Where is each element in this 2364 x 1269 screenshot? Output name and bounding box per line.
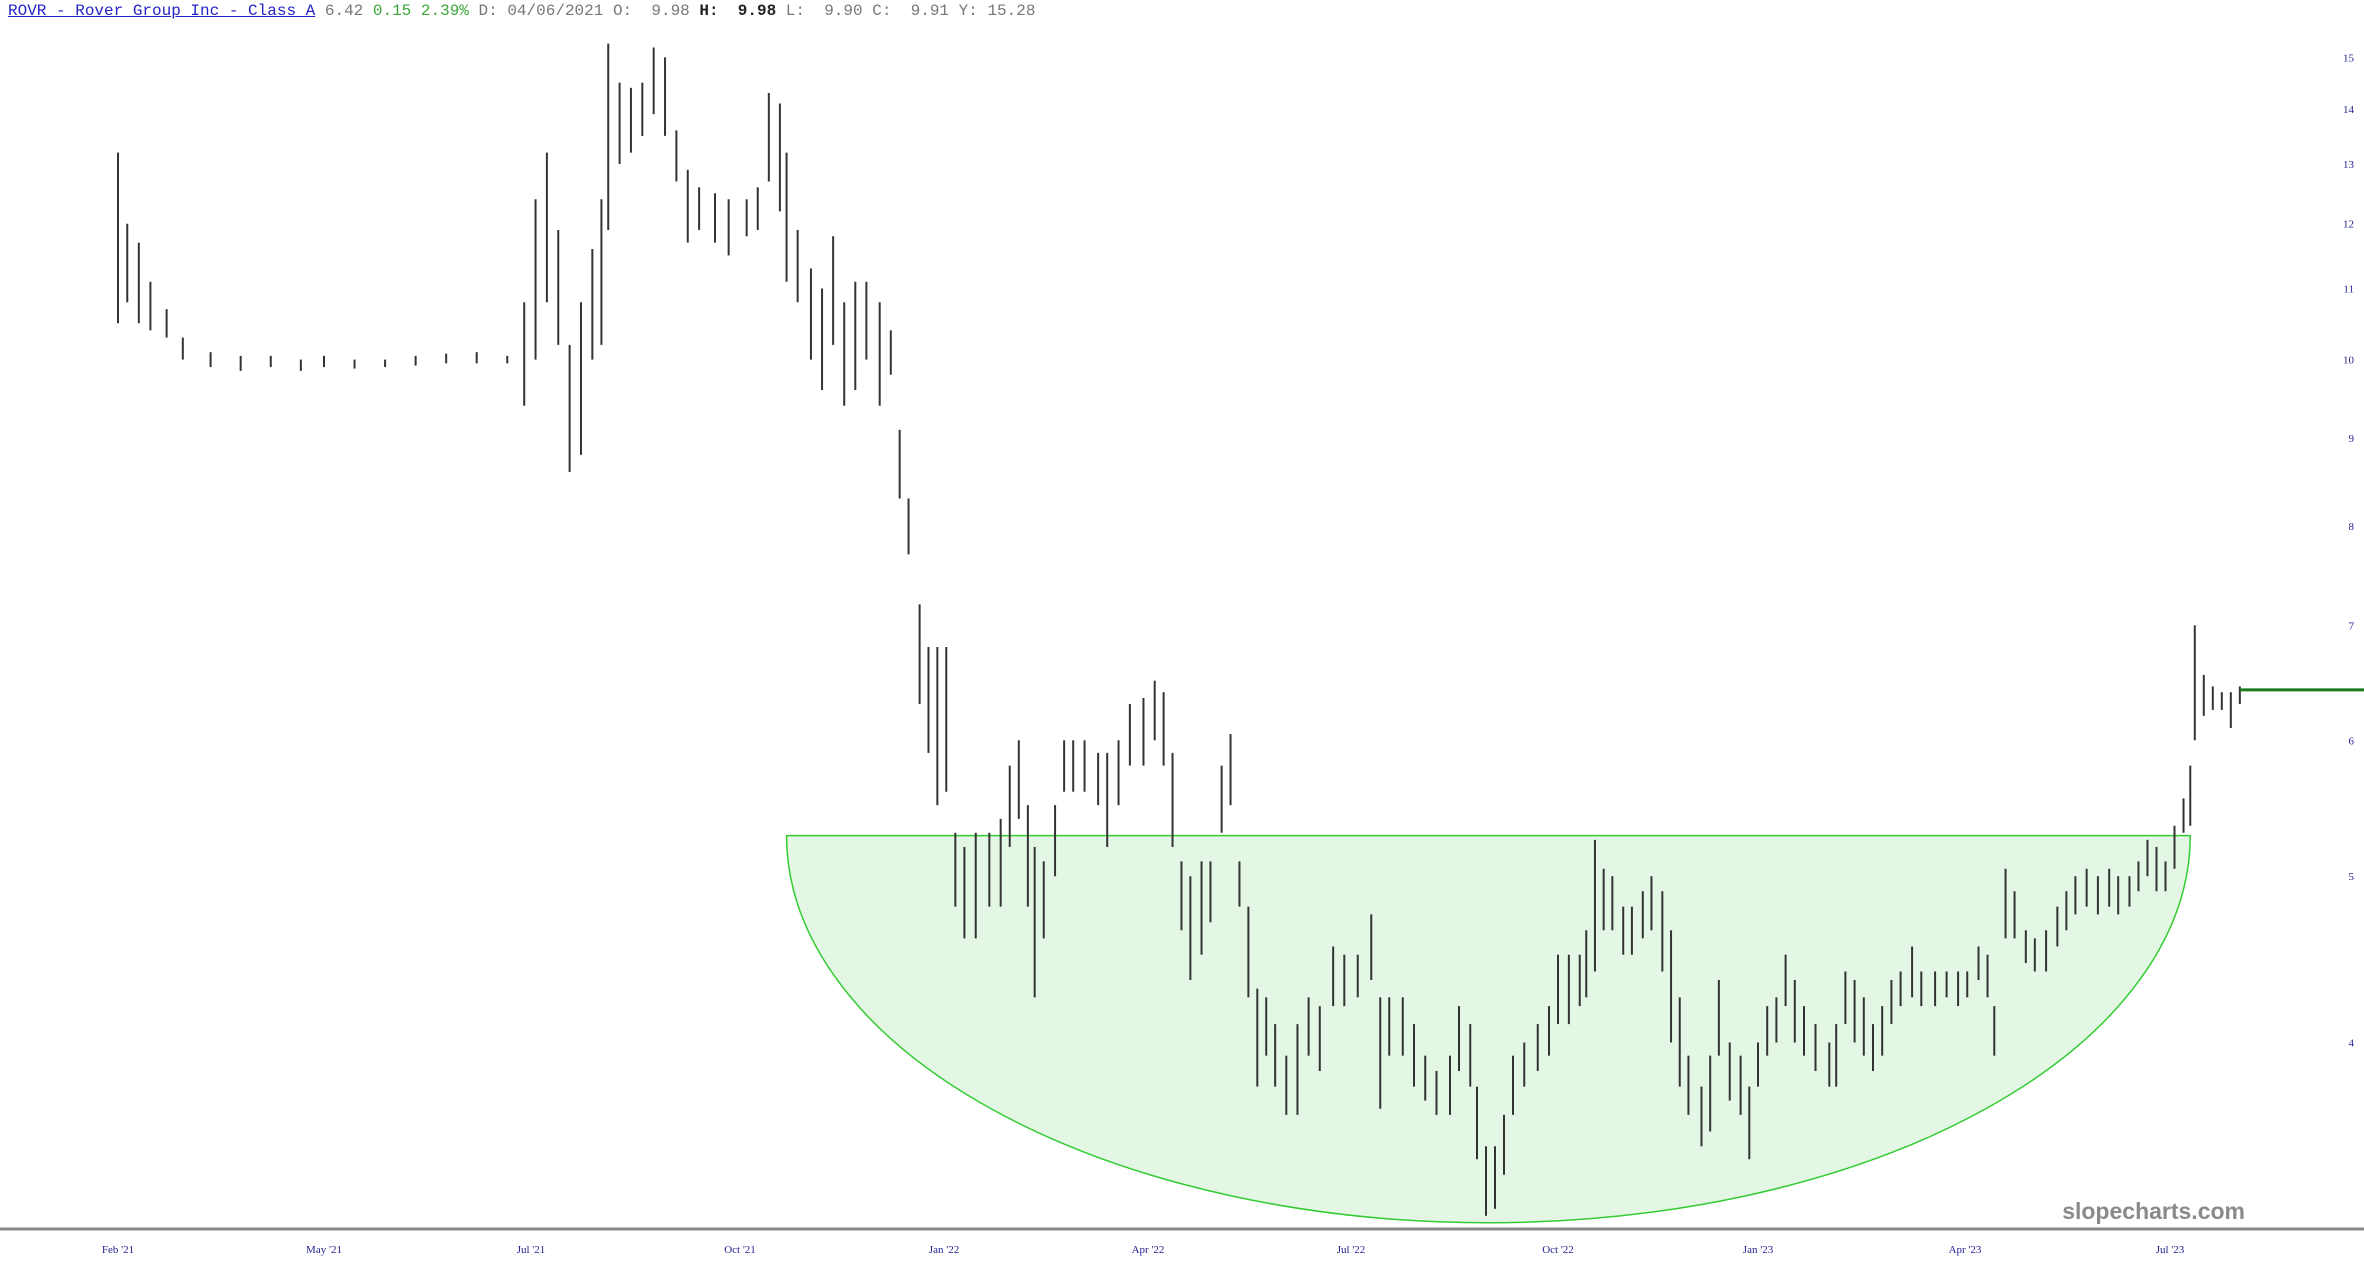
x-tick-label: Jul '22 <box>1337 1244 1366 1256</box>
x-tick-label: Apr '22 <box>1132 1244 1165 1256</box>
date-value: 04/06/2021 <box>507 2 604 20</box>
y-tick-label: 8 <box>2349 521 2355 533</box>
x-tick-label: Oct '22 <box>1542 1244 1574 1256</box>
watermark: slopecharts.com <box>2062 1198 2245 1224</box>
y-tick-label: 12 <box>2343 219 2354 231</box>
date-label: D: <box>478 2 498 20</box>
y-tick-label: 10 <box>2343 355 2355 367</box>
high-label: H: <box>699 2 719 20</box>
close-value: 9.91 <box>910 2 950 20</box>
y-tick-label: 4 <box>2349 1038 2355 1050</box>
x-tick-label: Jan '22 <box>929 1244 959 1256</box>
y-tick-label: 14 <box>2343 104 2355 116</box>
y-tick-label: 6 <box>2349 735 2355 747</box>
x-tick-label: May '21 <box>306 1244 342 1256</box>
y-tick-label: 5 <box>2349 871 2355 883</box>
open-value: 9.98 <box>651 2 690 20</box>
close-label: C: <box>872 2 892 20</box>
last-price: 6.42 <box>324 2 364 20</box>
y-tick-label: 13 <box>2343 159 2355 171</box>
rounded-bottom-bowl <box>785 834 2192 1223</box>
x-tick-label: Feb '21 <box>102 1244 134 1256</box>
x-tick-label: Jul '23 <box>2156 1244 2185 1256</box>
x-tick-label: Oct '21 <box>724 1244 756 1256</box>
x-axis: Feb '21 May '21 Jul '21 Oct '21 Jan '22 Apr '… <box>102 1244 2185 1256</box>
y-tick-label: 11 <box>2343 284 2354 296</box>
low-value: 9.90 <box>824 2 863 20</box>
ohlc-bars <box>117 43 2241 1216</box>
y-axis: 4 5 6 7 8 9 10 11 12 13 14 15 <box>2343 52 2355 1049</box>
high-value: 9.98 <box>737 2 777 20</box>
y-tick-label: 7 <box>2349 620 2355 632</box>
yearhigh-label: Y: <box>958 2 978 20</box>
x-tick-label: Apr '23 <box>1949 1244 1982 1256</box>
price-change-pct: 2.39% <box>420 2 469 20</box>
price-change: 0.15 <box>372 2 412 20</box>
chart-header: ROVR - Rover Group Inc - Class A 6.42 0.… <box>8 2 1035 20</box>
x-tick-label: Jul '21 <box>517 1244 546 1256</box>
x-tick-label: Jan '23 <box>1743 1244 1774 1256</box>
open-label: O: <box>612 2 633 20</box>
yearhigh-value: 15.28 <box>987 2 1036 20</box>
ticker-link[interactable]: ROVR - Rover Group Inc - Class A <box>8 2 316 20</box>
y-tick-label: 9 <box>2349 433 2355 445</box>
bowl-annotation-layer <box>785 834 2192 1223</box>
y-tick-label: 15 <box>2343 52 2355 64</box>
low-label: L: <box>785 2 805 20</box>
